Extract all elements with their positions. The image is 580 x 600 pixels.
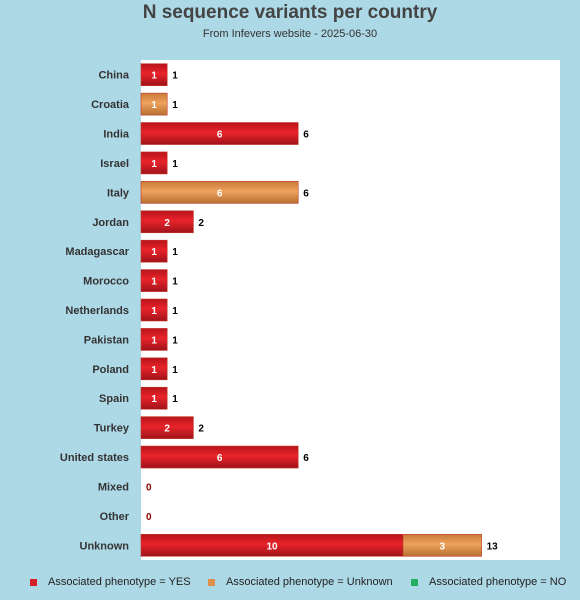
bar-unknown	[402, 533, 482, 557]
total-label: 6	[303, 188, 309, 199]
total-label: 13	[487, 541, 499, 552]
category-label: Jordan	[92, 217, 129, 229]
bar-yes	[140, 151, 168, 175]
category-label: Other	[100, 511, 130, 523]
category-label: Pakistan	[84, 334, 130, 346]
bar-yes	[140, 122, 299, 145]
bar-value-label: 1	[151, 335, 157, 346]
category-label: Netherlands	[65, 305, 129, 317]
legend-item-no: Associated phenotype = NO	[411, 576, 566, 588]
bar-yes	[140, 239, 168, 263]
total-label: 0	[146, 512, 152, 523]
category-label: Morocco	[83, 276, 129, 288]
bar-yes	[140, 298, 168, 322]
legend-item-unknown: Associated phenotype = Unknown	[208, 576, 393, 588]
bar-value-label: 2	[164, 424, 170, 435]
bar-yes	[140, 328, 168, 351]
bar-yes	[140, 210, 194, 234]
legend-swatch-yes	[30, 578, 37, 586]
bar-yes	[140, 269, 168, 292]
total-label: 1	[172, 159, 178, 170]
total-label: 1	[172, 277, 178, 288]
bar-yes	[140, 357, 168, 381]
total-label: 1	[172, 365, 178, 376]
category-label: India	[103, 129, 130, 141]
total-label: 1	[172, 100, 178, 111]
total-label: 1	[172, 306, 178, 317]
bar-yes	[140, 445, 299, 469]
bar-value-label: 3	[440, 541, 446, 552]
bar-value-label: 1	[151, 306, 157, 317]
total-label: 1	[172, 247, 178, 258]
total-label: 1	[172, 335, 178, 346]
bar-yes	[140, 416, 194, 439]
category-label: Turkey	[94, 423, 130, 435]
bar-value-label: 1	[151, 365, 157, 376]
category-label: Unknown	[80, 540, 130, 552]
legend-label-yes: Associated phenotype = YES	[48, 576, 191, 588]
total-label: 0	[146, 482, 152, 493]
category-label: Israel	[100, 158, 129, 170]
total-label: 1	[172, 71, 178, 82]
bar-value-label: 2	[164, 218, 170, 229]
legend-label-no: Associated phenotype = NO	[429, 576, 567, 588]
legend-swatch-unknown	[208, 578, 215, 586]
bar-value-label: 6	[217, 130, 223, 141]
category-label: Spain	[99, 393, 129, 405]
legend-item-yes: Associated phenotype = YES	[30, 576, 191, 588]
total-label: 6	[303, 453, 309, 464]
bar-unknown	[140, 92, 168, 116]
bar-value-label: 1	[151, 394, 157, 405]
bar-value-label: 1	[151, 247, 157, 258]
category-label: Mixed	[98, 481, 129, 493]
legend-swatch-no	[411, 578, 418, 586]
bar-value-label: 1	[151, 71, 157, 82]
total-label: 2	[198, 218, 204, 229]
category-label: Croatia	[91, 99, 130, 111]
total-label: 2	[198, 424, 204, 435]
category-label: China	[98, 70, 129, 82]
bar-value-label: 6	[217, 188, 223, 199]
chart-subtitle: From Infevers website - 2025-06-30	[202, 28, 378, 40]
bar-value-label: 1	[151, 100, 157, 111]
category-label: Italy	[107, 187, 130, 199]
bar-value-label: 10	[266, 541, 278, 552]
total-label: 1	[172, 394, 178, 405]
bar-yes	[140, 386, 168, 410]
category-label: Poland	[92, 364, 129, 376]
legend-label-unknown: Associated phenotype = Unknown	[226, 576, 393, 588]
category-label: Madagascar	[65, 246, 129, 258]
bar-value-label: 1	[151, 159, 157, 170]
chart-legend: Associated phenotype = YES Associated ph…	[0, 576, 580, 590]
chart-title: N sequence variants per country	[142, 2, 438, 23]
total-label: 6	[303, 130, 309, 141]
bar-yes	[140, 63, 168, 87]
bar-value-label: 1	[151, 277, 157, 288]
bar-unknown	[140, 181, 299, 204]
bar-value-label: 6	[217, 453, 223, 464]
category-label: United states	[60, 452, 129, 464]
